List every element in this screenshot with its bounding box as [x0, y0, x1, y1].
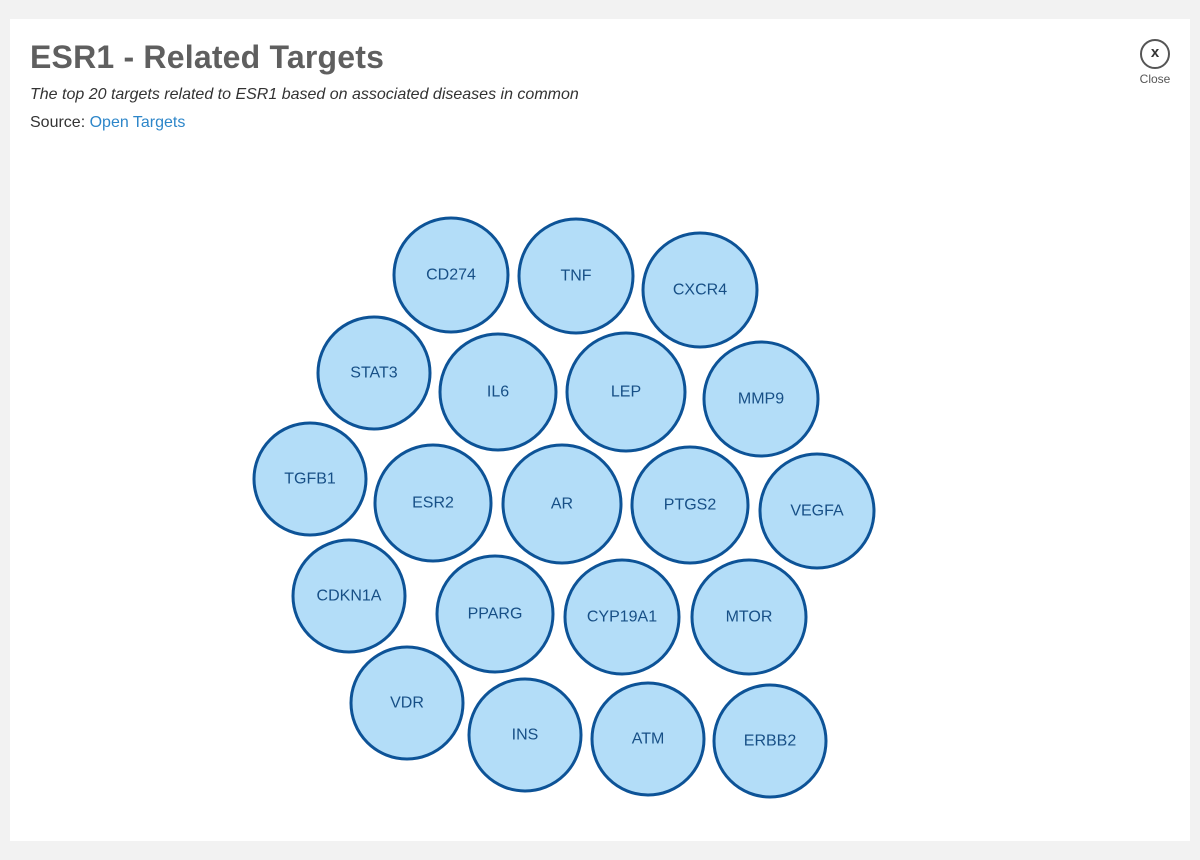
target-bubble-vegfa[interactable]: VEGFA: [758, 452, 876, 570]
close-button[interactable]: x Close: [1132, 39, 1178, 91]
target-bubble-stat3[interactable]: STAT3: [316, 315, 432, 431]
target-bubble-mmp9[interactable]: MMP9: [702, 340, 820, 458]
target-bubble-circle[interactable]: [563, 558, 681, 676]
target-bubble-circle[interactable]: [758, 452, 876, 570]
target-bubble-ar[interactable]: AR: [501, 443, 623, 565]
target-bubble-mtor[interactable]: MTOR: [690, 558, 808, 676]
target-bubble-cyp19a1[interactable]: CYP19A1: [563, 558, 681, 676]
target-bubble-lep[interactable]: LEP: [565, 331, 687, 453]
target-bubble-circle[interactable]: [435, 554, 555, 674]
page-title: ESR1 - Related Targets: [30, 39, 385, 75]
target-bubble-circle[interactable]: [438, 332, 558, 452]
close-icon: x: [1140, 39, 1170, 69]
target-bubble-cdkn1a[interactable]: CDKN1A: [291, 538, 407, 654]
target-bubble-circle[interactable]: [712, 683, 828, 799]
target-bubble-circle[interactable]: [501, 443, 623, 565]
target-bubble-erbb2[interactable]: ERBB2: [712, 683, 828, 799]
target-bubble-circle[interactable]: [316, 315, 432, 431]
target-bubble-circle[interactable]: [467, 677, 583, 793]
target-bubble-circle[interactable]: [630, 445, 750, 565]
target-bubble-cd274[interactable]: CD274: [392, 216, 510, 334]
target-bubble-circle[interactable]: [702, 340, 820, 458]
source-link[interactable]: Open Targets: [89, 114, 186, 131]
target-bubble-ptgs2[interactable]: PTGS2: [630, 445, 750, 565]
close-label: Close: [1139, 72, 1171, 86]
target-bubble-circle[interactable]: [517, 217, 635, 335]
target-bubble-il6[interactable]: IL6: [438, 332, 558, 452]
target-bubble-circle[interactable]: [392, 216, 510, 334]
target-bubble-tgfb1[interactable]: TGFB1: [252, 421, 368, 537]
target-bubble-circle[interactable]: [252, 421, 368, 537]
target-bubble-atm[interactable]: ATM: [590, 681, 706, 797]
target-bubble-circle[interactable]: [690, 558, 808, 676]
target-bubble-circle[interactable]: [349, 645, 465, 761]
target-bubble-pparg[interactable]: PPARG: [435, 554, 555, 674]
source-line: Source: Open Targets: [30, 114, 185, 132]
target-bubble-cxcr4[interactable]: CXCR4: [641, 231, 759, 349]
target-bubble-esr2[interactable]: ESR2: [373, 443, 493, 563]
target-bubble-circle[interactable]: [641, 231, 759, 349]
target-bubble-circle[interactable]: [590, 681, 706, 797]
target-bubble-circle[interactable]: [565, 331, 687, 453]
page-subtitle: The top 20 targets related to ESR1 based…: [30, 86, 579, 103]
target-bubble-vdr[interactable]: VDR: [349, 645, 465, 761]
modal-panel: ESR1 - Related Targets The top 20 target…: [10, 19, 1190, 841]
target-bubble-circle[interactable]: [373, 443, 493, 563]
target-bubble-ins[interactable]: INS: [467, 677, 583, 793]
target-bubble-circle[interactable]: [291, 538, 407, 654]
target-bubble-tnf[interactable]: TNF: [517, 217, 635, 335]
source-prefix: Source:: [30, 114, 90, 131]
